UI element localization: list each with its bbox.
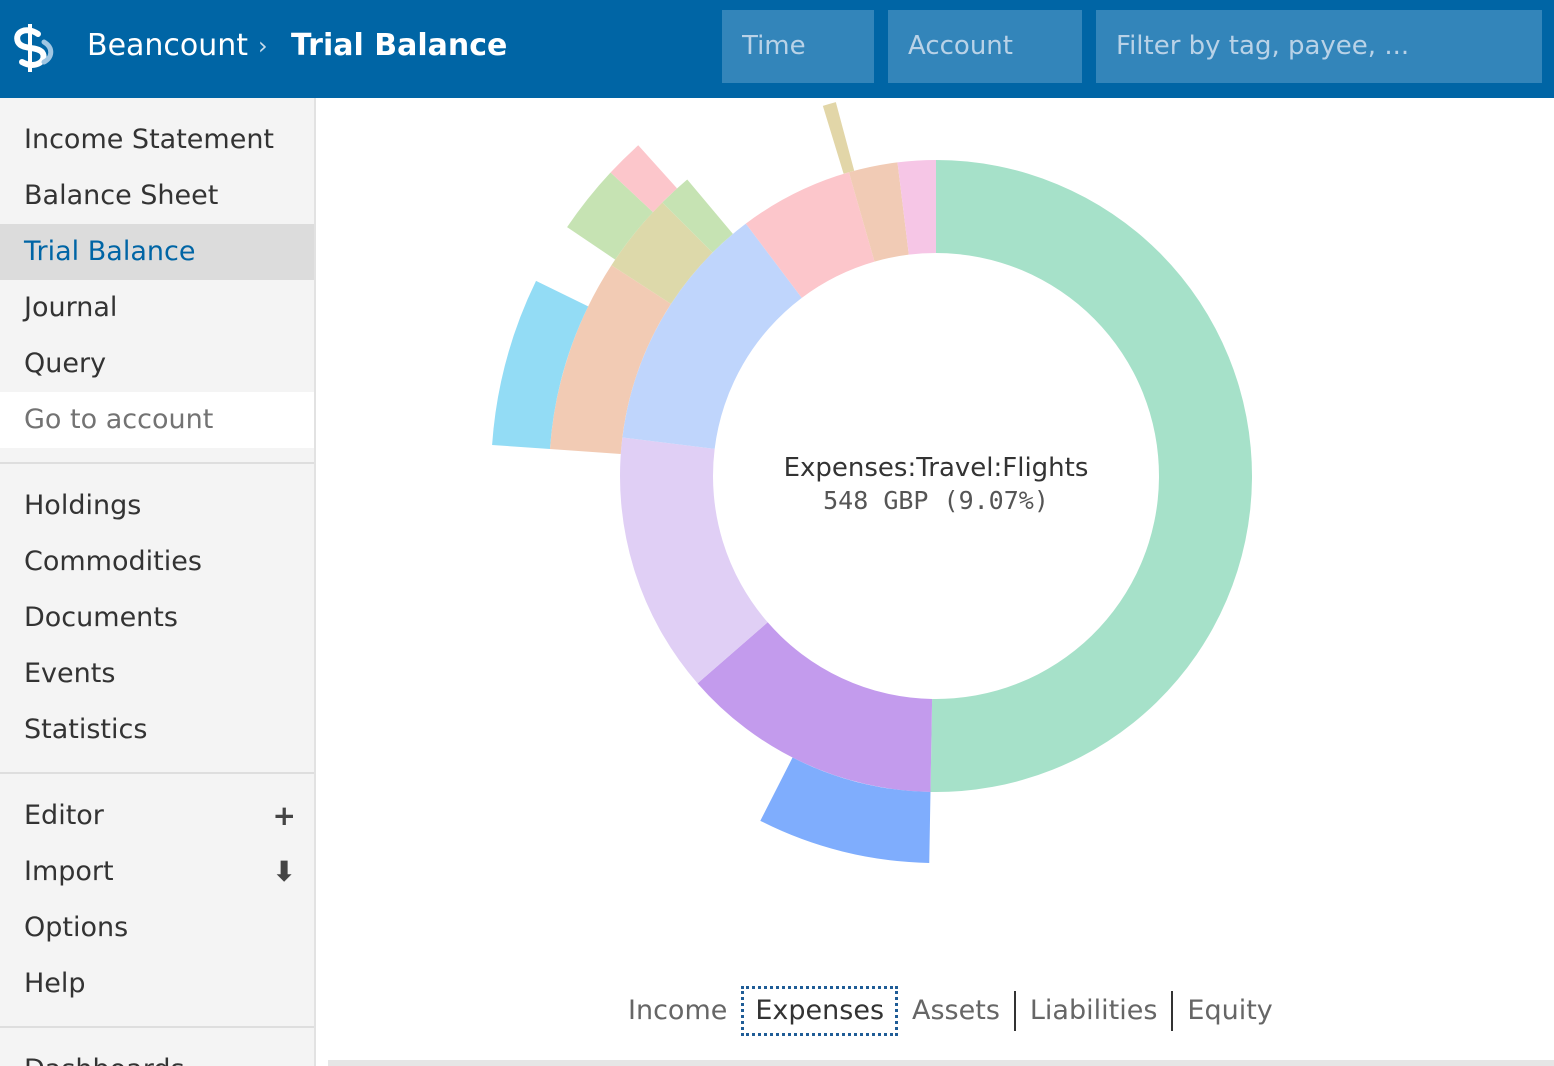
sunburst-segment[interactable] [662, 179, 733, 253]
sunburst-segment[interactable] [567, 172, 653, 260]
top-header: Beancount › Trial Balance [0, 0, 1554, 98]
sunburst-chart [492, 102, 1253, 863]
sunburst-segment[interactable] [492, 280, 589, 450]
sidebar-item-help[interactable]: Help [24, 968, 86, 999]
main-content: Expenses:Travel:Flights 548 GBP (9.07%) … [316, 98, 1554, 1066]
sidebar-item-events[interactable]: Events [24, 658, 116, 689]
sunburst-segment[interactable] [611, 202, 713, 304]
sidebar-item-statistics[interactable]: Statistics [24, 714, 148, 745]
plus-icon[interactable]: + [272, 799, 296, 832]
download-arrow-icon[interactable]: ⬇ [272, 855, 296, 888]
tab-divider [1171, 991, 1174, 1031]
sidebar-item-holdings[interactable]: Holdings [24, 490, 142, 521]
sidebar-divider [0, 462, 314, 464]
go-to-account-input[interactable]: Go to account [0, 392, 314, 448]
sidebar-item-balance-sheet[interactable]: Balance Sheet [24, 180, 219, 211]
sidebar-item-documents[interactable]: Documents [24, 602, 178, 633]
sidebar-item-options[interactable]: Options [24, 912, 129, 943]
sunburst-segment[interactable] [745, 172, 875, 298]
tab-income[interactable]: Income [628, 995, 728, 1026]
sunburst-segment[interactable] [760, 757, 931, 863]
tag-payee-filter-input[interactable] [1096, 10, 1542, 83]
account-filter-input[interactable] [888, 10, 1082, 83]
sunburst-segment[interactable] [610, 145, 678, 213]
sidebar-item-income-statement[interactable]: Income Statement [24, 124, 275, 155]
tab-equity[interactable]: Equity [1187, 995, 1273, 1026]
sidebar-item-journal[interactable]: Journal [24, 292, 118, 323]
sidebar-item-editor[interactable]: Editor + [0, 788, 314, 844]
tab-divider [1013, 991, 1016, 1031]
sunburst-segment[interactable] [822, 102, 855, 174]
tab-expenses[interactable]: Expenses [741, 986, 899, 1036]
sidebar-divider [0, 1026, 314, 1028]
sidebar: Income Statement Balance Sheet Trial Bal… [0, 98, 316, 1066]
tab-assets[interactable]: Assets [912, 995, 1000, 1026]
time-filter-input[interactable] [722, 10, 874, 83]
breadcrumb-separator: › [258, 32, 268, 60]
sunburst-segment[interactable] [622, 223, 802, 449]
sunburst-segment[interactable] [897, 160, 936, 255]
breadcrumb-app-name[interactable]: Beancount [87, 28, 249, 63]
sunburst-segment[interactable] [549, 265, 671, 454]
sidebar-divider [0, 772, 314, 774]
page-title: Trial Balance [291, 28, 508, 63]
horizontal-scrollbar[interactable] [328, 1060, 1554, 1066]
sidebar-item-trial-balance[interactable]: Trial Balance [0, 224, 314, 280]
sidebar-item-import[interactable]: Import ⬇ [0, 844, 314, 900]
tab-liabilities[interactable]: Liabilities [1029, 995, 1158, 1026]
sunburst-segment[interactable] [697, 622, 933, 792]
chart-center-account: Expenses:Travel:Flights [783, 453, 1089, 483]
sidebar-item-commodities[interactable]: Commodities [24, 546, 202, 577]
beancount-logo-icon[interactable] [8, 22, 58, 74]
sidebar-item-query[interactable]: Query [24, 348, 107, 379]
sidebar-item-dashboards[interactable]: Dashboards [0, 1042, 314, 1066]
chart-center-value: 548 GBP (9.07%) [823, 486, 1049, 515]
sidebar-item-label: Editor [24, 800, 104, 831]
sunburst-segment[interactable] [620, 437, 768, 684]
chart-tabs: Income Expenses Assets Liabilities Equit… [614, 986, 1287, 1036]
sunburst-segment[interactable] [848, 162, 909, 262]
sidebar-item-label: Import [24, 856, 114, 887]
sunburst-segment[interactable] [930, 160, 1253, 792]
